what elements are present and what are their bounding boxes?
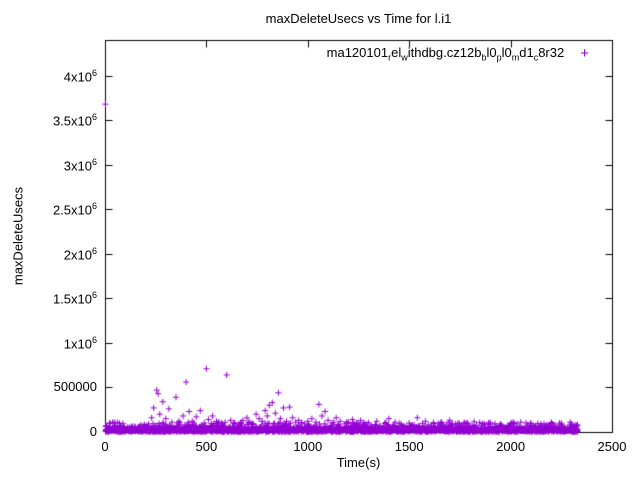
- plus-marker-icon: +: [580, 45, 589, 63]
- legend: ma120101relwithdbg.cz12bbl0pl0md1c8r32 +: [327, 45, 589, 63]
- y-tick-label: 3.5x106: [52, 112, 97, 129]
- y-tick-label: 2.5x106: [52, 201, 97, 218]
- y-tick-label: 4x106: [63, 67, 97, 84]
- y-tick-label: 1.5x106: [52, 290, 97, 307]
- y-axis-label: maxDeleteUsecs: [10, 186, 26, 286]
- x-tick-label: 1000: [293, 439, 323, 454]
- y-tick-label: 0: [89, 424, 97, 439]
- y-tick-label: 2x106: [63, 245, 97, 263]
- y-tick-label: 500000: [53, 379, 97, 395]
- x-tick-label: 1500: [394, 439, 424, 454]
- y-tick-label: 3x106: [63, 156, 97, 174]
- x-tick-label: 2500: [597, 439, 627, 454]
- x-tick-label: 2000: [496, 439, 526, 454]
- x-axis-label: Time(s): [336, 455, 381, 470]
- legend-series-label: ma120101relwithdbg.cz12bbl0pl0md1c8r32: [326, 45, 565, 63]
- y-tick-label: 1x106: [63, 334, 97, 352]
- x-tick-label: 500: [195, 439, 218, 454]
- chart-title: maxDeleteUsecs vs Time for l.i1: [265, 11, 452, 26]
- x-tick-label: 0: [101, 439, 109, 454]
